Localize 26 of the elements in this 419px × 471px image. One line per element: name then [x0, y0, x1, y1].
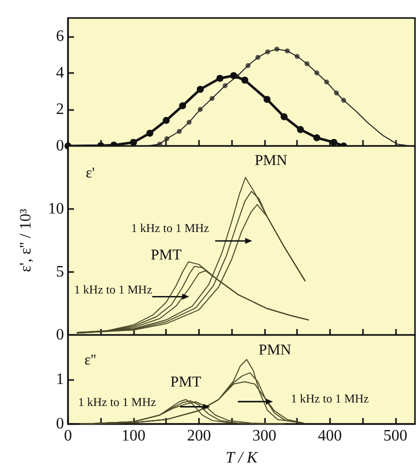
y-tick-label: 1	[56, 371, 64, 388]
y-tick-label: 0	[56, 326, 64, 344]
y-tick-label: 10	[48, 200, 64, 218]
annotation: ε''	[84, 352, 96, 368]
x-tick-label: 500	[383, 428, 408, 444]
y-tick-label: 2	[56, 100, 64, 118]
y-tick-label: 6	[56, 28, 64, 45]
x-tick-label: 100	[121, 428, 146, 444]
x-tick-label: 400	[318, 428, 342, 444]
annotation: 1 kHz to 1 MHz	[131, 220, 210, 235]
y-tick-label: 4	[56, 64, 64, 82]
annotation: ε'	[86, 166, 96, 182]
x-tick-label: 300	[252, 428, 276, 444]
x-tick-label: 200	[186, 428, 211, 444]
annotation: PMT	[170, 374, 202, 391]
y-tick-label: 5	[56, 264, 64, 280]
annotation: 1 kHz to 1 MHz	[78, 394, 156, 409]
annotation: PMN	[258, 342, 292, 359]
annotation: PMN	[254, 153, 288, 170]
annotation: PMT	[150, 248, 182, 264]
y-tick-label: 0	[56, 138, 64, 154]
x-axis-title: T / K	[226, 450, 259, 466]
y-tick-label: 0	[56, 416, 64, 432]
y-axis-title: ε', ε'' / 10³	[18, 208, 34, 272]
annotation: 1 kHz to 1 MHz	[290, 392, 369, 406]
annotation: 1 kHz to 1 MHz	[74, 282, 152, 297]
